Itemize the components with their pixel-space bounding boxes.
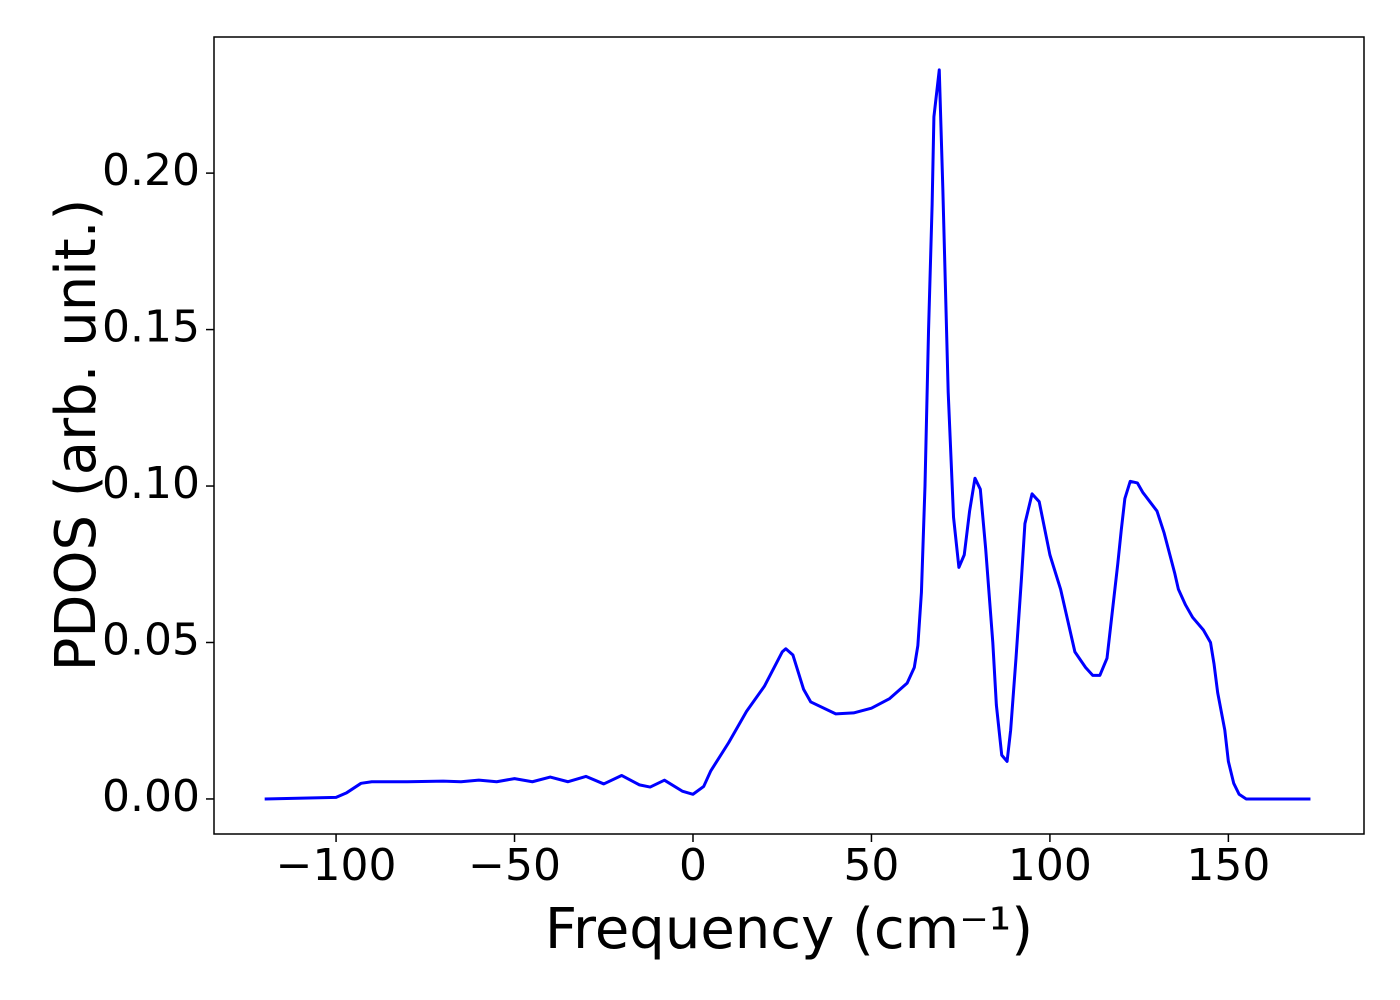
x-axis-label: Frequency (cm⁻¹): [545, 897, 1033, 962]
x-tick-label: −100: [276, 840, 397, 891]
x-tick-label: 150: [1186, 840, 1270, 891]
y-axis-label: PDOS (arb. unit.): [44, 199, 109, 672]
x-tick-label: 100: [1008, 840, 1092, 891]
y-tick-label: 0.20: [102, 145, 200, 196]
y-tick-label: 0.15: [102, 302, 200, 353]
y-tick-label: 0.05: [102, 614, 200, 665]
x-tick-label: 0: [679, 840, 707, 891]
plot-frame: [213, 36, 1365, 835]
y-tick-label: 0.10: [102, 458, 200, 509]
x-tick-label: −50: [468, 840, 561, 891]
y-tick-label: 0.00: [102, 771, 200, 822]
pdos-line: [264, 68, 1311, 801]
x-tick-label: 50: [843, 840, 899, 891]
